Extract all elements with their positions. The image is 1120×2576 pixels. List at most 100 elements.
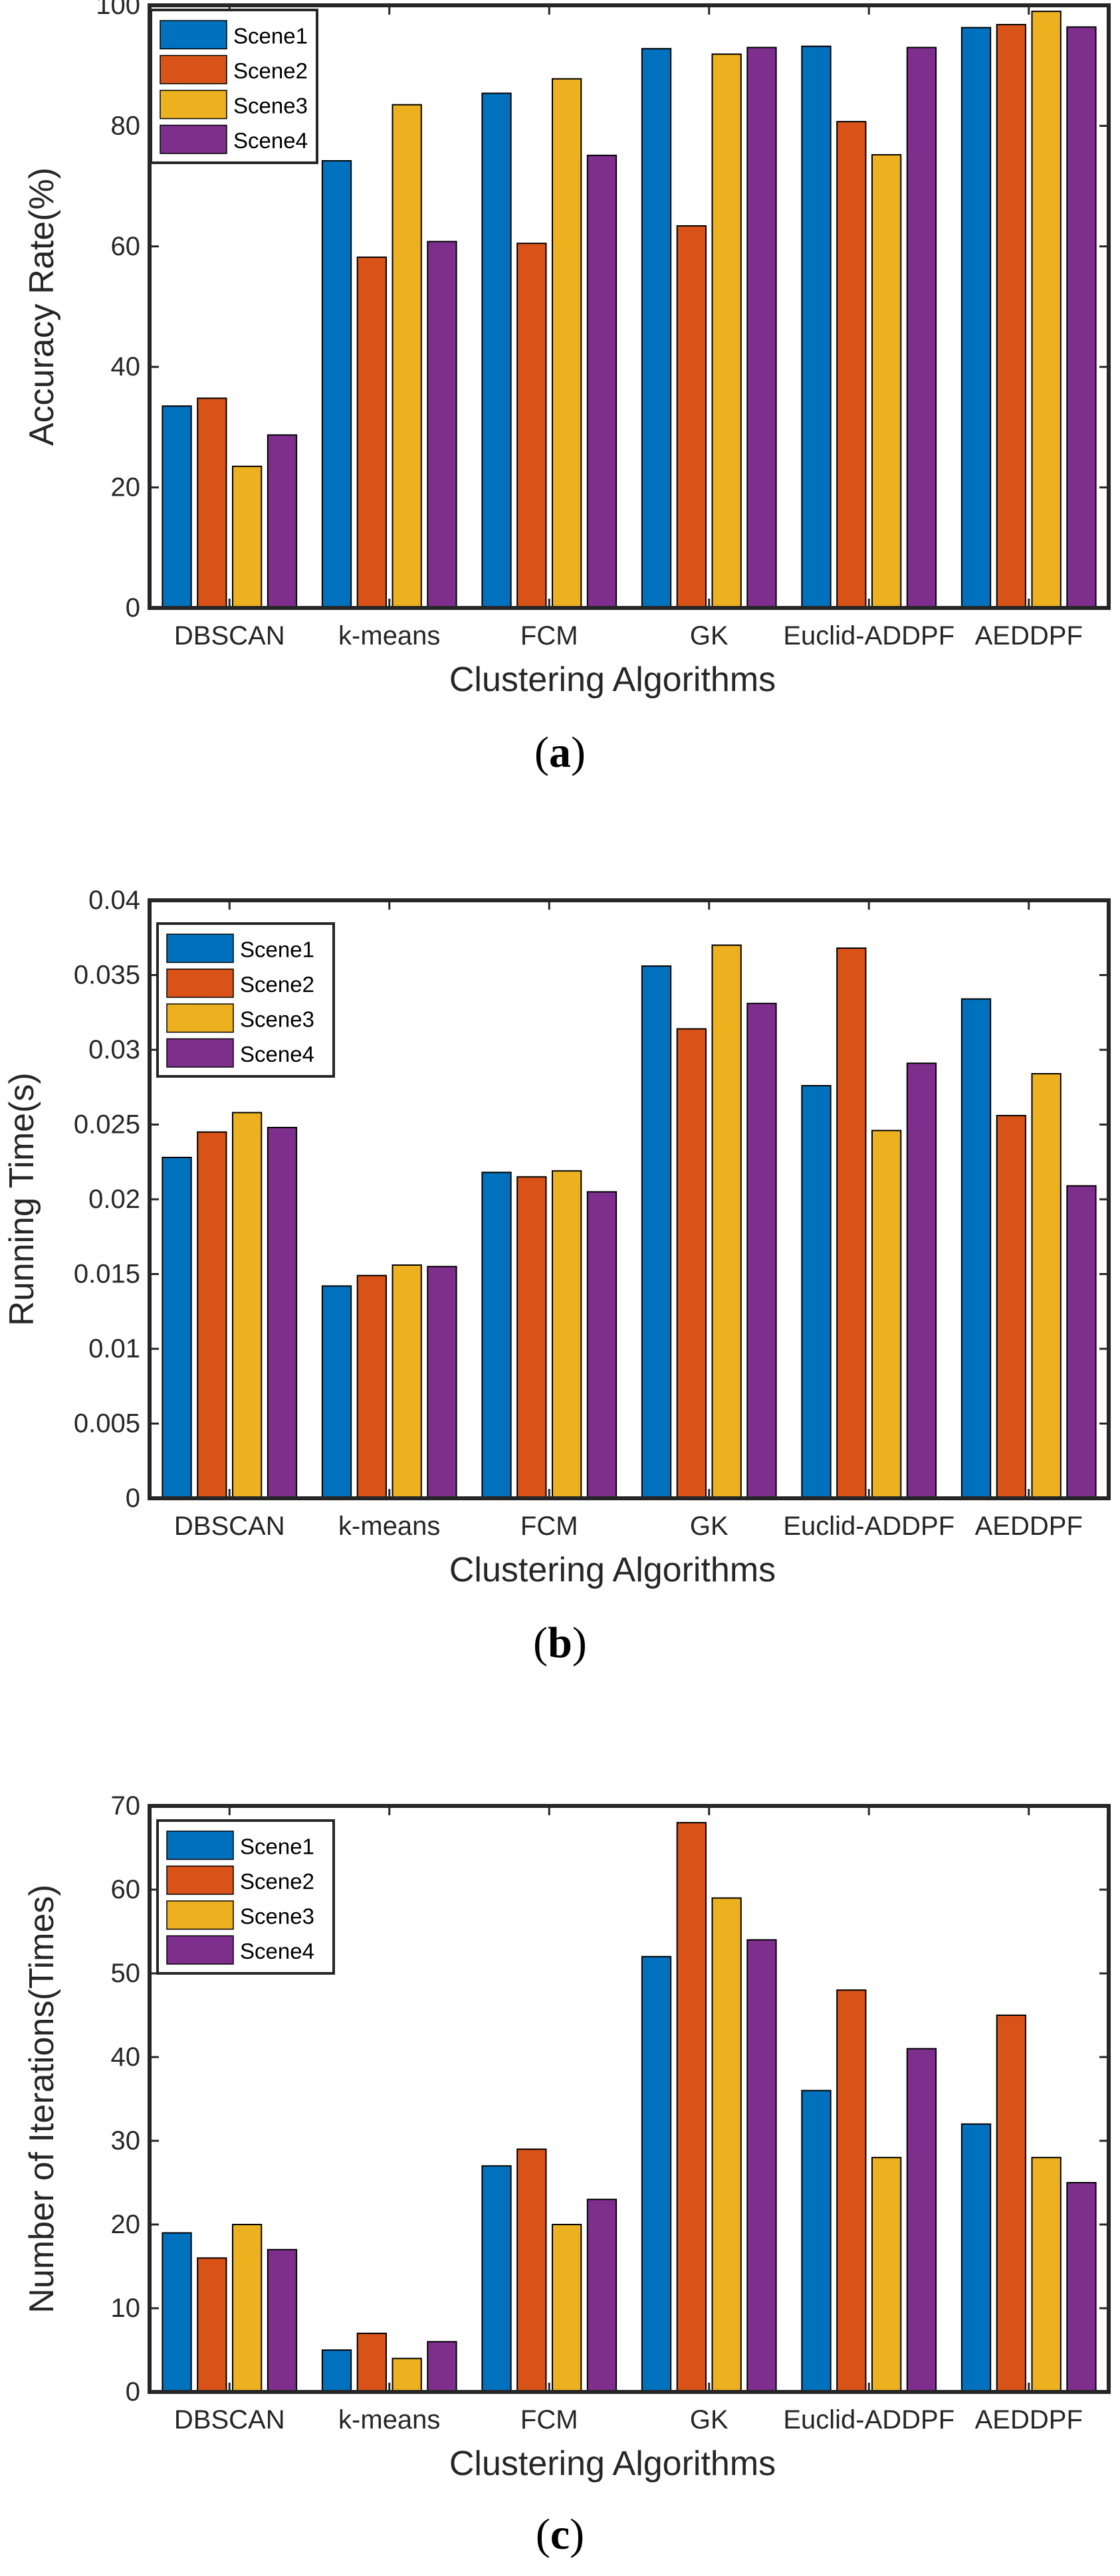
bar-aeddpf-scene4: [1066, 1185, 1097, 1499]
y-tick-label: 80: [111, 111, 141, 140]
bar-k-means-scene3: [392, 104, 422, 609]
chart-panel-b: DBSCAN k-means FCM GK Euclid-ADDPF AEDDPF 0 0.0…: [3, 886, 1111, 1667]
bar-gk-scene1: [641, 48, 672, 609]
bar-aeddpf-scene3: [1031, 1073, 1062, 1499]
bar-dbscan-scene1: [162, 405, 192, 609]
bar-euclid-addpf-scene4: [906, 2048, 937, 2393]
legend-swatch-scene4: [166, 1935, 234, 1965]
y-tick-label: 40: [111, 352, 141, 381]
bar-gk-scene1: [641, 1955, 672, 2393]
y-tick-label: 50: [111, 1959, 141, 1988]
x-tick-label: DBSCAN: [174, 621, 285, 650]
bar-k-means-scene2: [356, 256, 387, 609]
y-tick-label: 0.015: [74, 1260, 140, 1289]
legend-label-scene4: Scene4: [240, 1939, 314, 1963]
y-tick-label: 20: [111, 473, 141, 502]
bar-euclid-addpf-scene1: [801, 2090, 832, 2393]
bar-k-means-scene3: [392, 2357, 422, 2393]
bar-dbscan-scene4: [267, 2248, 298, 2393]
caption-a-letter: a: [549, 728, 571, 777]
legend-label-scene2: Scene2: [240, 972, 314, 997]
y-axis-label: Accuracy Rate(%): [23, 167, 61, 446]
x-tick-label: DBSCAN: [174, 2405, 285, 2434]
y-tick-label: 100: [96, 0, 140, 20]
legend-label-scene4: Scene4: [240, 1042, 314, 1066]
caption-c: (c): [535, 2510, 585, 2559]
legend-label-scene3: Scene3: [233, 93, 308, 118]
x-axis-label: Clustering Algorithms: [449, 2444, 776, 2483]
axes-box: [148, 898, 1111, 1500]
x-tick-label: FCM: [520, 2405, 578, 2434]
y-tick-label: 60: [111, 232, 141, 261]
legend-label-scene1: Scene1: [233, 23, 308, 48]
y-tick-label: 30: [111, 2126, 141, 2155]
x-tick-label: k-means: [338, 2405, 440, 2434]
legend-label-scene3: Scene3: [240, 1007, 314, 1031]
bar-gk-scene3: [711, 944, 742, 1499]
legend-swatch-scene1: [166, 934, 234, 963]
y-tick-label: 0.005: [74, 1409, 140, 1438]
bar-gk-scene3: [711, 1897, 742, 2393]
bar-euclid-addpf-scene2: [836, 121, 867, 609]
bar-gk-scene4: [746, 47, 777, 609]
bar-gk-scene1: [641, 965, 672, 1499]
legend-swatch-scene3: [160, 90, 227, 120]
legend-swatch-scene2: [166, 1865, 234, 1895]
y-tick-label: 60: [111, 1875, 141, 1904]
y-tick-label: 0: [126, 593, 140, 623]
bar-dbscan-scene3: [232, 465, 263, 609]
chart-panel-a: DBSCAN k-means FCM GK Euclid-ADDPF AEDDPF 0 20 4…: [0, 0, 1120, 824]
legend-label-scene1: Scene1: [240, 937, 314, 961]
legend-label-scene2: Scene2: [240, 1869, 314, 1894]
bar-fcm-scene1: [481, 2165, 512, 2393]
y-tick-label: 20: [111, 2210, 141, 2239]
x-tick-label: AEDDPF: [975, 621, 1083, 650]
bar-euclid-addpf-scene2: [836, 1989, 867, 2393]
bar-fcm-scene1: [481, 92, 512, 609]
bar-fcm-scene4: [586, 2199, 617, 2393]
legend: Scene1 Scene2 Scene3 Scene4: [156, 922, 335, 1078]
bar-dbscan-scene1: [162, 2232, 192, 2393]
bar-aeddpf-scene3: [1031, 11, 1062, 609]
x-tick-label: Euclid-ADDPF: [783, 1512, 954, 1541]
caption-c-letter: c: [550, 2510, 570, 2559]
bar-k-means-scene1: [321, 160, 352, 609]
x-tick-label: FCM: [520, 621, 578, 650]
bar-k-means-scene1: [321, 2349, 352, 2393]
legend-label-scene2: Scene2: [233, 58, 308, 83]
bar-aeddpf-scene2: [996, 2015, 1026, 2393]
bar-aeddpf-scene3: [1031, 2157, 1062, 2393]
bar-fcm-scene1: [481, 1171, 512, 1499]
bar-fcm-scene2: [516, 2148, 547, 2393]
bar-gk-scene4: [746, 1939, 777, 2393]
bar-gk-scene3: [711, 53, 742, 609]
bar-fcm-scene3: [552, 2224, 582, 2393]
y-axis-label: Running Time(s): [3, 1072, 41, 1326]
bar-euclid-addpf-scene1: [801, 1085, 832, 1499]
legend-label-scene1: Scene1: [240, 1834, 314, 1858]
y-tick-label: 0: [126, 1484, 140, 1513]
bar-k-means-scene2: [356, 2332, 387, 2393]
y-tick-label: 40: [111, 2042, 141, 2072]
bar-gk-scene2: [676, 225, 707, 609]
y-tick-label: 0.02: [88, 1185, 140, 1214]
legend-label-scene3: Scene3: [240, 1904, 314, 1928]
caption-a: (a): [534, 728, 586, 777]
y-tick-label: 10: [111, 2294, 141, 2323]
caption-b: (b): [533, 1619, 587, 1667]
bar-gk-scene4: [746, 1003, 777, 1499]
bar-aeddpf-scene4: [1066, 26, 1097, 609]
x-tick-label: GK: [690, 1512, 728, 1541]
bar-fcm-scene3: [552, 78, 582, 609]
accuracy-chart: DBSCAN k-means FCM GK Euclid-ADDPF AEDDPF 0 20 4…: [23, 0, 1111, 699]
running-time-chart: DBSCAN k-means FCM GK Euclid-ADDPF AEDDPF 0 0.0…: [3, 886, 1111, 1589]
x-tick-label: FCM: [520, 1512, 578, 1541]
bar-dbscan-scene2: [197, 2257, 227, 2393]
bar-euclid-addpf-scene2: [836, 947, 867, 1499]
bar-aeddpf-scene2: [996, 1115, 1026, 1499]
y-axis-label: Number of Iterations(Times): [23, 1884, 61, 2313]
legend: Scene1 Scene2 Scene3 Scene4: [150, 9, 318, 164]
bar-gk-scene2: [676, 1822, 707, 2393]
